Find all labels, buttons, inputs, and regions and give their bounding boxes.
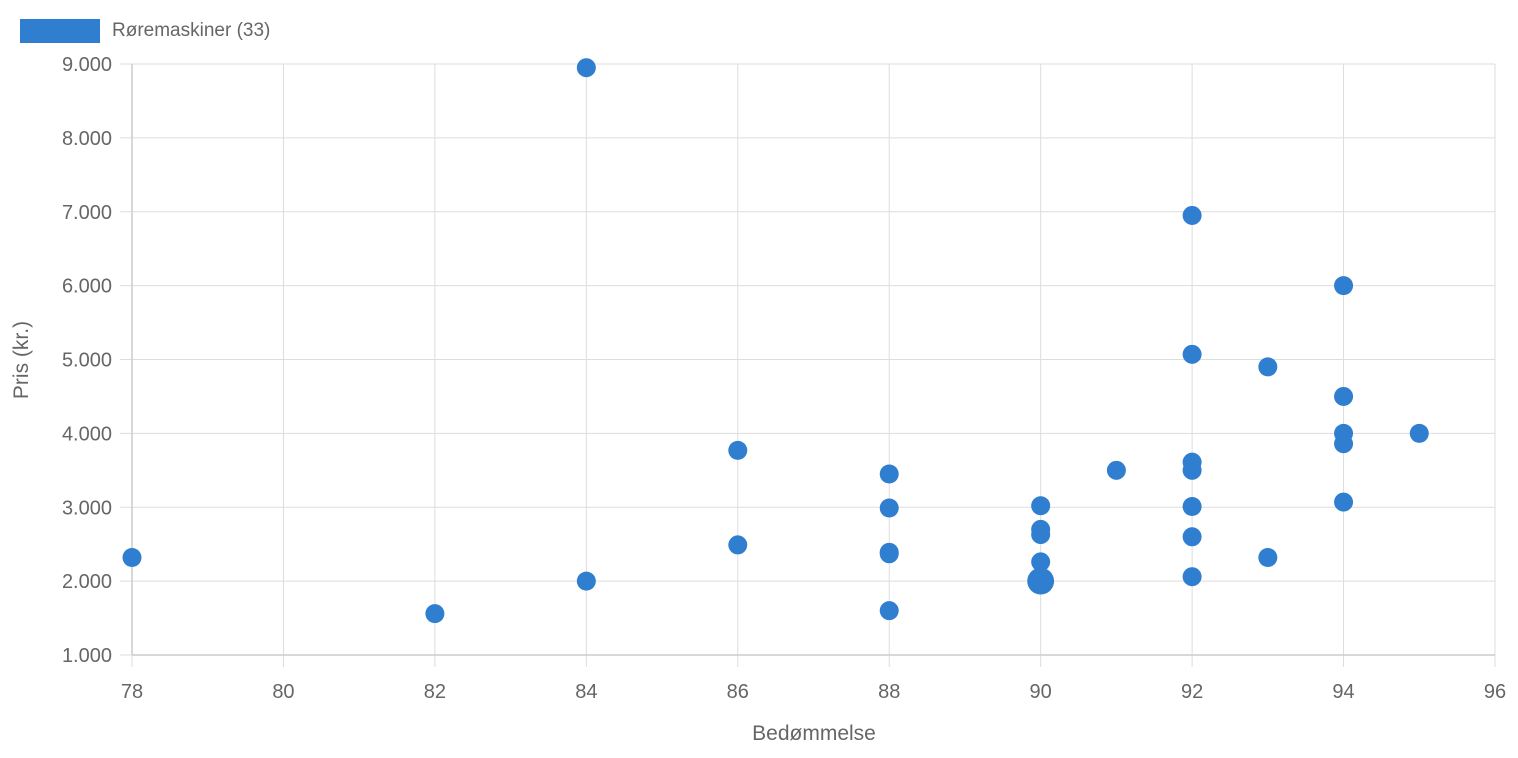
grid xyxy=(120,63,1496,667)
data-point xyxy=(1182,527,1202,547)
data-point xyxy=(1182,344,1202,364)
y-tick-label: 5.000 xyxy=(62,350,112,372)
data-point xyxy=(1106,460,1126,480)
data-point xyxy=(1031,496,1051,516)
data-point xyxy=(728,440,748,460)
x-tick-label: 80 xyxy=(272,681,294,703)
x-tick-label: 82 xyxy=(424,681,446,703)
x-tick-label: 96 xyxy=(1484,681,1506,703)
data-point xyxy=(1031,552,1051,572)
y-tick-label: 7.000 xyxy=(62,202,112,224)
data-point xyxy=(1334,434,1354,454)
x-axis-title: Bedømmelse xyxy=(752,722,876,745)
data-point xyxy=(1334,386,1354,406)
data-point xyxy=(1182,205,1202,225)
x-tick-label: 90 xyxy=(1030,681,1052,703)
data-point xyxy=(1182,460,1202,480)
data-point xyxy=(1334,492,1354,512)
y-tick-label: 1.000 xyxy=(62,645,112,667)
data-point xyxy=(879,464,899,484)
data-point xyxy=(1027,567,1055,595)
data-point xyxy=(1182,497,1202,517)
data-point xyxy=(1409,423,1429,443)
data-point xyxy=(576,571,596,591)
y-axis-title: Pris (kr.) xyxy=(10,320,33,400)
legend-swatch xyxy=(20,19,100,43)
x-tick-label: 84 xyxy=(575,681,597,703)
chart-legend[interactable]: Røremaskiner (33) xyxy=(20,19,270,43)
x-tick-label: 92 xyxy=(1181,681,1203,703)
x-tick-label: 88 xyxy=(878,681,900,703)
data-point xyxy=(1031,525,1051,545)
data-point xyxy=(1258,357,1278,377)
y-tick-label: 3.000 xyxy=(62,497,112,519)
data-point xyxy=(879,544,899,564)
data-point xyxy=(1182,567,1202,587)
data-point xyxy=(1334,276,1354,296)
data-point xyxy=(879,498,899,518)
y-tick-label: 4.000 xyxy=(62,423,112,445)
x-tick-label: 86 xyxy=(727,681,749,703)
data-point xyxy=(1258,547,1278,567)
legend-label: Røremaskiner (33) xyxy=(112,20,271,41)
data-point xyxy=(576,58,596,78)
data-points xyxy=(122,58,1429,624)
x-tick-label: 94 xyxy=(1332,681,1354,703)
y-tick-label: 6.000 xyxy=(62,276,112,298)
data-point xyxy=(122,547,142,567)
data-point xyxy=(425,604,445,624)
y-tick-label: 9.000 xyxy=(62,54,112,76)
data-point xyxy=(879,601,899,621)
y-tick-label: 2.000 xyxy=(62,571,112,593)
y-tick-label: 8.000 xyxy=(62,128,112,150)
data-point xyxy=(728,535,748,555)
x-tick-label: 78 xyxy=(121,681,143,703)
